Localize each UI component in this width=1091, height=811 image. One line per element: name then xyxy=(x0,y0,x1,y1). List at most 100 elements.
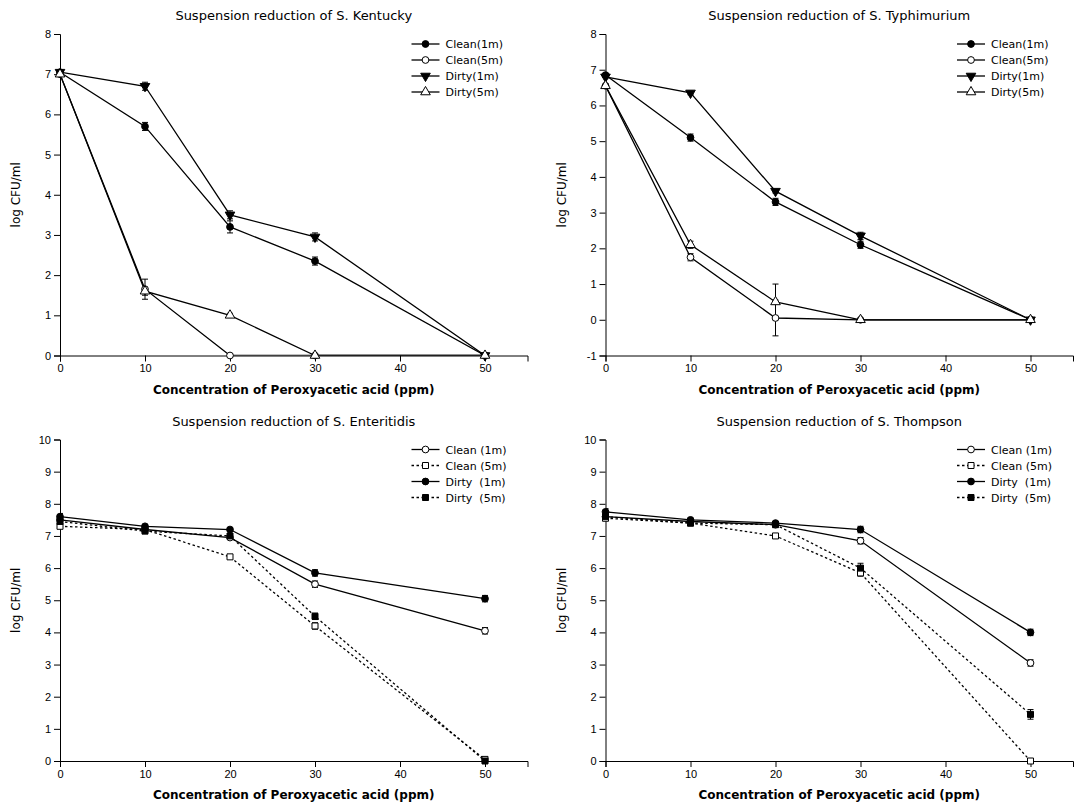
tick-mark xyxy=(600,536,606,537)
tick-label: 50 xyxy=(479,362,491,374)
tick-mark xyxy=(54,665,60,666)
tick-mark xyxy=(54,440,60,441)
marker xyxy=(57,518,63,524)
series-line xyxy=(606,512,1031,633)
legend-symbol xyxy=(423,463,429,469)
series-line xyxy=(60,520,485,631)
tick: 1 xyxy=(45,723,60,735)
tick: 20 xyxy=(770,356,782,375)
tick-mark xyxy=(600,105,606,106)
tick: 4 xyxy=(590,171,605,183)
legend-item: Clean(5m) xyxy=(412,54,504,67)
tick-label: 30 xyxy=(309,768,321,780)
marker xyxy=(856,314,866,322)
legend-item: Dirty (1m) xyxy=(412,476,506,489)
legend-label: Dirty (1m) xyxy=(446,476,506,489)
tick-mark xyxy=(600,632,606,633)
legend-item: Clean(1m) xyxy=(412,38,504,51)
legend-label: Clean (5m) xyxy=(991,460,1052,473)
tick-label: 8 xyxy=(45,498,51,510)
legend-item: Dirty(1m) xyxy=(412,70,499,83)
tick-mark xyxy=(54,536,60,537)
panel: 01020304050012345678Suspension reduction… xyxy=(9,8,528,397)
tick-label: 9 xyxy=(590,466,596,478)
legend-symbol xyxy=(966,86,976,94)
marker xyxy=(227,224,234,231)
legend-symbol xyxy=(968,41,975,48)
legend-item: Dirty (5m) xyxy=(412,492,506,505)
series-line xyxy=(606,86,1031,320)
tick-label: 5 xyxy=(45,594,51,606)
marker xyxy=(857,537,864,544)
legend-label: Clean(5m) xyxy=(991,54,1049,67)
marker xyxy=(55,69,65,77)
title: Suspension reduction of S. Typhimurium xyxy=(708,8,970,23)
tick-label: 7 xyxy=(45,530,51,542)
legend: Clean(1m)Clean(5m)Dirty(1m)Dirty(5m) xyxy=(412,38,504,99)
tick-label: 1 xyxy=(45,309,51,321)
tick: 1 xyxy=(590,278,605,290)
error-bar xyxy=(858,538,864,544)
tick-label: 2 xyxy=(590,242,596,254)
marker xyxy=(482,758,488,764)
error-bar xyxy=(312,257,318,265)
tick-mark xyxy=(54,34,60,35)
legend-symbol xyxy=(968,478,975,485)
tick: 10 xyxy=(139,761,151,780)
tick-label: 7 xyxy=(45,68,51,80)
marker xyxy=(312,623,318,629)
error-bar xyxy=(858,526,864,532)
marker xyxy=(856,233,866,241)
marker xyxy=(771,188,781,196)
legend-item: Clean(5m) xyxy=(957,54,1049,67)
legend-item: Dirty (5m) xyxy=(957,492,1051,505)
tick-mark xyxy=(600,665,606,666)
tick: 2 xyxy=(590,691,605,703)
tick-label: 20 xyxy=(770,768,782,780)
tick-label: 7 xyxy=(590,64,596,76)
tick-mark xyxy=(315,761,316,767)
markers xyxy=(602,508,1034,764)
legend-item: Dirty(5m) xyxy=(957,86,1044,99)
tick: 0 xyxy=(590,755,605,767)
tick-label: 9 xyxy=(45,466,51,478)
tick-label: 6 xyxy=(45,562,51,574)
tick: 4 xyxy=(45,189,60,201)
series-line xyxy=(60,517,485,599)
tick-label: 3 xyxy=(590,207,596,219)
tick-label: 8 xyxy=(590,498,596,510)
tick: 5 xyxy=(590,135,605,147)
tick: 30 xyxy=(855,356,867,375)
error-bar xyxy=(1028,710,1034,720)
marker xyxy=(771,296,781,304)
tick-mark xyxy=(600,729,606,730)
tick: 10 xyxy=(685,356,697,375)
x-axis: 01020304050 xyxy=(603,761,1074,780)
tick-mark xyxy=(54,568,60,569)
marker xyxy=(688,520,694,526)
error-bar xyxy=(606,513,609,519)
legend-item: Clean (1m) xyxy=(957,444,1052,457)
legend-label: Dirty(5m) xyxy=(991,86,1044,99)
error-bar xyxy=(688,134,694,141)
legend-label: Clean(5m) xyxy=(446,54,504,67)
y-axis-title: log CFU/ml xyxy=(9,568,23,633)
error-bar xyxy=(606,513,609,519)
tick: 8 xyxy=(45,498,60,510)
tick-label: 10 xyxy=(139,768,151,780)
tick: 6 xyxy=(590,562,605,574)
tick: 30 xyxy=(309,761,321,780)
tick-mark xyxy=(54,504,60,505)
tick: 0 xyxy=(45,350,60,362)
error-bar xyxy=(142,122,148,130)
tick-label: 1 xyxy=(45,723,51,735)
legend-label: Dirty (1m) xyxy=(991,476,1051,489)
tick-label: -1 xyxy=(587,350,597,362)
marker xyxy=(686,239,696,247)
tick-mark xyxy=(946,356,947,362)
tick: 0 xyxy=(603,761,609,780)
marker xyxy=(227,352,234,359)
series-line xyxy=(60,72,485,355)
tick: 2 xyxy=(590,242,605,254)
tick-label: 50 xyxy=(1025,768,1037,780)
